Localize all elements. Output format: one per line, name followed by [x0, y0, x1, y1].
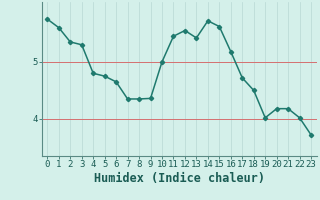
X-axis label: Humidex (Indice chaleur): Humidex (Indice chaleur): [94, 172, 265, 185]
